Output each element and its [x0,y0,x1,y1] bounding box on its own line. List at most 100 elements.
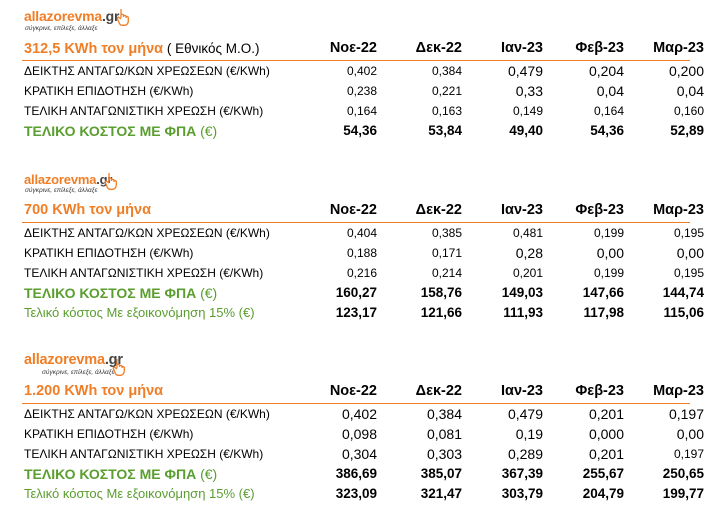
row-label: ΤΕΛΙΚΗ ΑΝΤΑΓΩΝΙΣΤΙΚΗ ΧΡΕΩΣΗ (€/KWh) [24,104,264,118]
saving-value: 111,93 [503,305,543,320]
cell-value: 0,195 [673,266,704,280]
saving-cost-row: Τελικό κόστος Με εξοικονόμηση 15% (€) 12… [22,303,704,323]
cell-value: 0,404 [346,226,377,240]
total-value: 386,69 [335,466,377,481]
cell-value: 0,28 [515,245,543,261]
cell-value: 0,098 [341,426,377,442]
cell-value: 0,289 [507,446,543,462]
cell-value: 0,04 [676,83,704,99]
cell-value: 0,303 [426,446,462,462]
cell-value: 0,195 [673,226,704,240]
saving-cost-row: Τελικό κόστος Με εξοικονόμηση 15% (€) 32… [22,484,704,504]
cell-value: 0,04 [596,83,624,99]
month-header: Ιαν-23 [501,202,543,218]
cell-value: 0,479 [507,63,543,79]
row-label: ΤΕΛΙΚΗ ΑΝΤΑΓΩΝΙΣΤΙΚΗ ΧΡΕΩΣΗ (€/KWh) [24,266,264,280]
table-row: ΤΕΛΙΚΗ ΑΝΤΑΓΩΝΙΣΤΙΚΗ ΧΡΕΩΣΗ (€/KWh) 0,21… [22,263,704,283]
header-row: 312,5 KWh τον μήνα ( Εθνικός Μ.Ο.) Νοε-2… [22,38,704,61]
month-header: Νοε-22 [329,202,377,218]
cell-value: 0,00 [676,245,704,261]
month-header: Μαρ-23 [653,40,704,56]
saving-cost-label: Τελικό κόστος Με εξοικονόμηση 15% (€) [24,486,255,501]
row-label: ΤΕΛΙΚΗ ΑΝΤΑΓΩΝΙΣΤΙΚΗ ΧΡΕΩΣΗ (€/KWh) [24,447,264,461]
cell-value: 0,199 [593,226,624,240]
row-label: ΚΡΑΤΙΚΗ ΕΠΙΔΟΤΗΣΗ (€/KWh) [24,427,194,441]
logo-text: allazorevma.gr [24,352,123,368]
total-cost-row: ΤΕΛΙΚΟ ΚΟΣΤΟΣ ΜΕ ΦΠΑ (€) 386,69 385,07 3… [22,464,704,484]
cell-value: 0,238 [346,84,377,98]
cell-value: 0,201 [512,266,543,280]
cell-value: 0,160 [673,104,704,118]
cell-value: 0,171 [431,246,462,260]
allazorevma-logo: allazorevma.gr σύγκρινε, επίλεξε, άλλαξε [22,348,690,381]
pointer-hand-icon [116,9,129,26]
total-cost-label: ΤΕΛΙΚΟ ΚΟΣΤΟΣ ΜΕ ΦΠΑ (€) [24,123,218,139]
cell-value: 0,216 [346,266,377,280]
cell-value: 0,164 [593,104,624,118]
cell-value: 0,164 [346,104,377,118]
pointer-hand-icon [112,359,125,376]
table-row: ΤΕΛΙΚΗ ΑΝΤΑΓΩΝΙΣΤΙΚΗ ΧΡΕΩΣΗ (€/KWh) 0,30… [22,444,704,464]
logo-tagline: σύγκρινε, επίλεξε, άλλαξε [25,25,98,32]
table-row: ΔΕΙΚΤΗΣ ΑΝΤΑΓΩ/ΚΩΝ ΧΡΕΩΣΕΩΝ (€/KWh) 0,40… [22,404,704,424]
cell-value: 0,00 [596,245,624,261]
total-cost-row: ΤΕΛΙΚΟ ΚΟΣΤΟΣ ΜΕ ΦΠΑ (€) 160,27 158,76 1… [22,283,704,303]
month-header: Φεβ-23 [575,40,624,56]
table-312-kwh: allazorevma.gr σύγκρινε, επίλεξε, άλλαξε… [22,4,704,141]
month-header: Δεκ-22 [415,40,462,56]
saving-value: 303,79 [501,486,543,501]
cell-value: 0,384 [431,64,462,78]
logo-text: allazorevma.gr [24,8,120,24]
saving-value: 204,79 [582,486,624,501]
total-value: 149,03 [501,285,543,300]
row-label: ΚΡΑΤΙΚΗ ΕΠΙΔΟΤΗΣΗ (€/KWh) [24,246,194,260]
saving-cost-label: Τελικό κόστος Με εξοικονόμηση 15% (€) [24,305,255,320]
saving-value: 323,09 [335,486,377,501]
allazorevma-logo: allazorevma.gr σύγκρινε, επίλεξε, άλλαξε [22,170,690,200]
header-row: 1.200 KWh τον μήνα Νοε-22 Δεκ-22 Ιαν-23 … [22,381,704,404]
cell-value: 0,402 [341,406,377,422]
cell-value: 0,149 [512,104,543,118]
total-value: 52,89 [670,123,704,138]
total-value: 367,39 [501,466,543,481]
cell-value: 0,221 [431,84,462,98]
cell-value: 0,00 [676,426,704,442]
total-value: 144,74 [662,285,704,300]
total-cost-label: ΤΕΛΙΚΟ ΚΟΣΤΟΣ ΜΕ ΦΠΑ (€) [24,285,218,301]
total-value: 250,65 [662,466,704,481]
row-label: ΔΕΙΚΤΗΣ ΑΝΤΑΓΩ/ΚΩΝ ΧΡΕΩΣΕΩΝ (€/KWh) [24,64,270,78]
cell-value: 0,385 [431,226,462,240]
cell-value: 0,200 [668,63,704,79]
saving-value: 117,98 [583,305,624,320]
consumption-title: 312,5 KWh τον μήνα ( Εθνικός Μ.Ο.) [24,41,260,57]
consumption-title: 1.200 KWh τον μήνα [24,383,164,399]
saving-value: 121,66 [420,305,462,320]
logo-text: allazorevma.gr [24,172,113,187]
month-header: Δεκ-22 [415,383,462,399]
table-row: ΔΕΙΚΤΗΣ ΑΝΤΑΓΩ/ΚΩΝ ΧΡΕΩΣΕΩΝ (€/KWh) 0,40… [22,223,704,243]
total-value: 158,76 [420,285,462,300]
cell-value: 0,481 [512,226,543,240]
table-row: ΚΡΑΤΙΚΗ ΕΠΙΔΟΤΗΣΗ (€/KWh) 0,098 0,081 0,… [22,424,704,444]
total-value: 147,66 [582,285,624,300]
total-value: 54,36 [590,123,624,138]
table-row: ΚΡΑΤΙΚΗ ΕΠΙΔΟΤΗΣΗ (€/KWh) 0,238 0,221 0,… [22,81,704,101]
month-header: Νοε-22 [329,40,377,56]
month-header: Φεβ-23 [575,202,624,218]
cell-value: 0,19 [515,426,543,442]
total-value: 54,36 [343,123,377,138]
cell-value: 0,479 [507,406,543,422]
total-value: 160,27 [335,285,377,300]
table-row: ΤΕΛΙΚΗ ΑΝΤΑΓΩΝΙΣΤΙΚΗ ΧΡΕΩΣΗ (€/KWh) 0,16… [22,101,704,121]
consumption-title: 700 KWh τον μήνα [24,202,151,218]
header-row: 700 KWh τον μήνα Νοε-22 Δεκ-22 Ιαν-23 Φε… [22,200,704,223]
row-label: ΔΕΙΚΤΗΣ ΑΝΤΑΓΩ/ΚΩΝ ΧΡΕΩΣΕΩΝ (€/KWh) [24,226,270,240]
cell-value: 0,000 [588,426,624,442]
month-header: Ιαν-23 [501,383,543,399]
total-value: 49,40 [509,123,543,138]
month-header: Μαρ-23 [653,202,704,218]
table-row: ΚΡΑΤΙΚΗ ΕΠΙΔΟΤΗΣΗ (€/KWh) 0,188 0,171 0,… [22,243,704,263]
cell-value: 0,199 [593,266,624,280]
table-700-kwh: allazorevma.gr σύγκρινε, επίλεξε, άλλαξε… [22,170,704,323]
total-value: 53,84 [428,123,462,138]
